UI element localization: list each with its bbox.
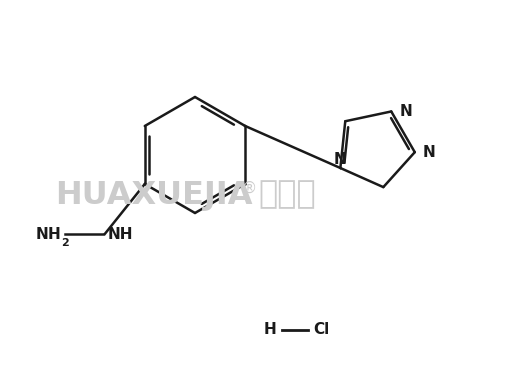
Text: N: N [36, 227, 49, 241]
Text: 化学加: 化学加 [258, 180, 316, 211]
Text: NH: NH [108, 227, 133, 241]
Text: H: H [264, 323, 276, 337]
Text: N: N [399, 104, 412, 119]
Text: 2: 2 [61, 238, 69, 248]
Text: ®: ® [242, 180, 257, 196]
Text: Cl: Cl [313, 323, 329, 337]
Text: HUAXUEJIA: HUAXUEJIA [55, 180, 253, 211]
Text: H: H [48, 227, 61, 241]
Text: N: N [334, 152, 347, 167]
Text: N: N [423, 145, 436, 160]
